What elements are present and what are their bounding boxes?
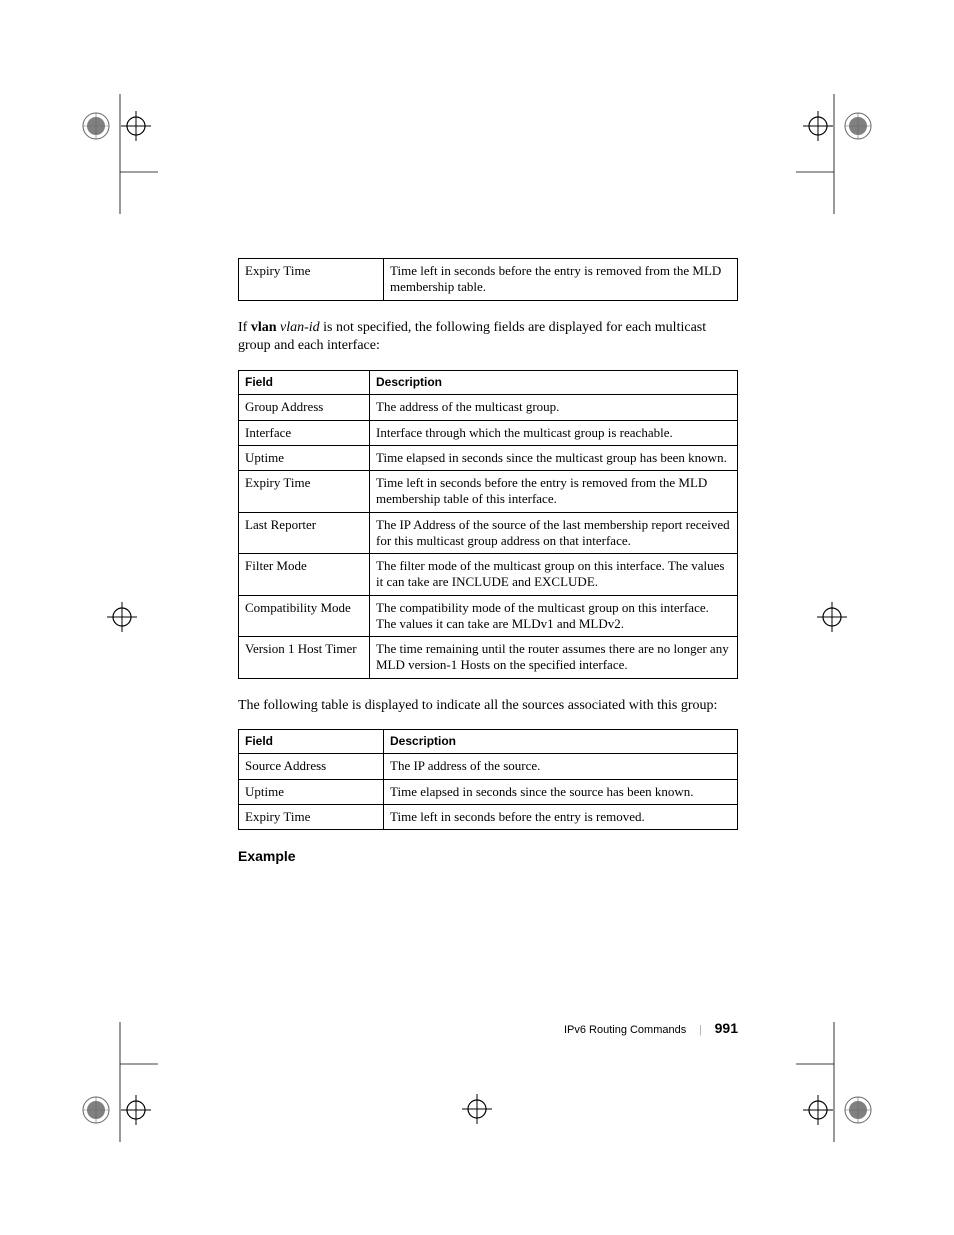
field-cell: Filter Mode <box>239 554 370 596</box>
desc-cell: Time elapsed in seconds since the source… <box>384 779 738 804</box>
table-row: Expiry Time Time left in seconds before … <box>239 259 738 301</box>
desc-cell: Time left in seconds before the entry is… <box>384 804 738 829</box>
desc-cell: The filter mode of the multicast group o… <box>370 554 738 596</box>
crop-bottom-center <box>457 1092 497 1126</box>
table-row: Group AddressThe address of the multicas… <box>239 395 738 420</box>
table-row: UptimeTime elapsed in seconds since the … <box>239 779 738 804</box>
continuation-table: Expiry Time Time left in seconds before … <box>238 258 738 301</box>
desc-cell: The IP Address of the source of the last… <box>370 512 738 554</box>
footer-separator: | <box>699 1022 701 1036</box>
table-row: Filter ModeThe filter mode of the multic… <box>239 554 738 596</box>
col-header-desc: Description <box>370 371 738 395</box>
field-cell: Group Address <box>239 395 370 420</box>
fields-table: Field Description Group AddressThe addre… <box>238 370 738 678</box>
field-cell: Interface <box>239 420 370 445</box>
crop-bottom-left <box>78 1022 158 1142</box>
page-footer: IPv6 Routing Commands | 991 <box>238 1020 738 1037</box>
crop-top-left <box>78 94 158 214</box>
text: If <box>238 320 251 335</box>
crop-right-mid <box>812 600 852 634</box>
desc-cell: The time remaining until the router assu… <box>370 637 738 679</box>
desc-cell: Time elapsed in seconds since the multic… <box>370 445 738 470</box>
field-cell: Last Reporter <box>239 512 370 554</box>
crop-top-right <box>796 94 876 214</box>
paragraph-sources-note: The following table is displayed to indi… <box>238 697 738 716</box>
field-cell: Expiry Time <box>239 259 384 301</box>
table-row: Compatibility ModeThe compatibility mode… <box>239 595 738 637</box>
text-italic: vlan-id <box>280 320 320 335</box>
col-header-field: Field <box>239 730 384 754</box>
col-header-field: Field <box>239 371 370 395</box>
field-cell: Expiry Time <box>239 804 384 829</box>
example-heading: Example <box>238 848 738 864</box>
field-cell: Source Address <box>239 754 384 779</box>
field-cell: Uptime <box>239 779 384 804</box>
text-bold: vlan <box>251 320 277 335</box>
page-content: Expiry Time Time left in seconds before … <box>238 258 738 864</box>
paragraph-vlan-note: If vlan vlan-id is not specified, the fo… <box>238 319 738 357</box>
table-row: Expiry TimeTime left in seconds before t… <box>239 471 738 513</box>
desc-cell: Time left in seconds before the entry is… <box>370 471 738 513</box>
table-header-row: Field Description <box>239 730 738 754</box>
desc-cell: The address of the multicast group. <box>370 395 738 420</box>
table-row: Version 1 Host TimerThe time remaining u… <box>239 637 738 679</box>
field-cell: Version 1 Host Timer <box>239 637 370 679</box>
desc-cell: Interface through which the multicast gr… <box>370 420 738 445</box>
table-row: Expiry TimeTime left in seconds before t… <box>239 804 738 829</box>
footer-chapter: IPv6 Routing Commands <box>564 1024 686 1036</box>
footer-page-number: 991 <box>715 1020 738 1036</box>
col-header-desc: Description <box>384 730 738 754</box>
sources-table: Field Description Source AddressThe IP a… <box>238 729 738 830</box>
crop-bottom-right <box>796 1022 876 1142</box>
desc-cell: The compatibility mode of the multicast … <box>370 595 738 637</box>
table-row: UptimeTime elapsed in seconds since the … <box>239 445 738 470</box>
field-cell: Expiry Time <box>239 471 370 513</box>
desc-cell: The IP address of the source. <box>384 754 738 779</box>
table-header-row: Field Description <box>239 371 738 395</box>
table-row: InterfaceInterface through which the mul… <box>239 420 738 445</box>
table-row: Source AddressThe IP address of the sour… <box>239 754 738 779</box>
crop-left-mid <box>102 600 142 634</box>
desc-cell: Time left in seconds before the entry is… <box>384 259 738 301</box>
field-cell: Compatibility Mode <box>239 595 370 637</box>
field-cell: Uptime <box>239 445 370 470</box>
table-row: Last ReporterThe IP Address of the sourc… <box>239 512 738 554</box>
